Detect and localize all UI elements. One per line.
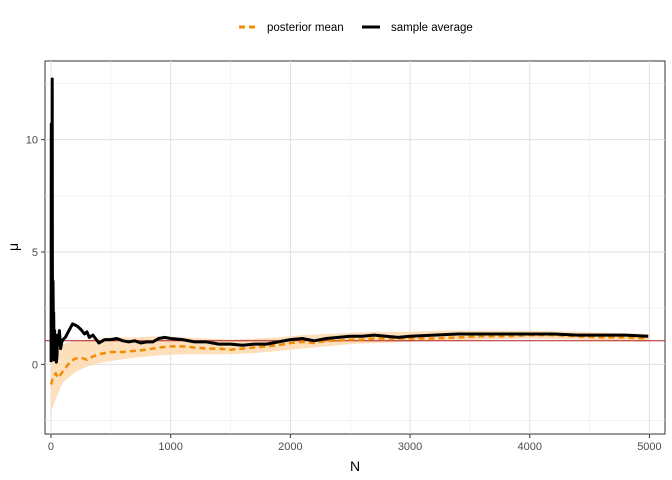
y-axis-title: μ bbox=[5, 243, 21, 251]
x-tick-label: 3000 bbox=[398, 441, 422, 453]
x-tick-label: 4000 bbox=[518, 441, 542, 453]
x-axis-title: N bbox=[350, 458, 360, 474]
legend: posterior mean sample average bbox=[239, 22, 473, 34]
axes: 0 1000 2000 3000 4000 5000 0 5 10 bbox=[26, 135, 662, 453]
credible-band-layer bbox=[51, 330, 650, 412]
y-tick-label: 10 bbox=[26, 135, 38, 147]
x-tick-label: 5000 bbox=[637, 441, 661, 453]
series-layer bbox=[49, 77, 649, 385]
series-line-sample-average bbox=[49, 77, 649, 364]
legend-label-sample-average: sample average bbox=[391, 22, 473, 34]
y-tick-label: 0 bbox=[32, 359, 38, 371]
x-tick-label: 1000 bbox=[158, 441, 182, 453]
x-tick-label: 2000 bbox=[278, 441, 302, 453]
y-tick-label: 5 bbox=[32, 247, 38, 259]
legend-label-posterior-mean: posterior mean bbox=[267, 22, 344, 34]
plot-panel bbox=[44, 60, 666, 435]
x-tick-label: 0 bbox=[48, 441, 54, 453]
series-line-posterior-mean bbox=[49, 333, 649, 385]
credible-band bbox=[51, 330, 650, 412]
